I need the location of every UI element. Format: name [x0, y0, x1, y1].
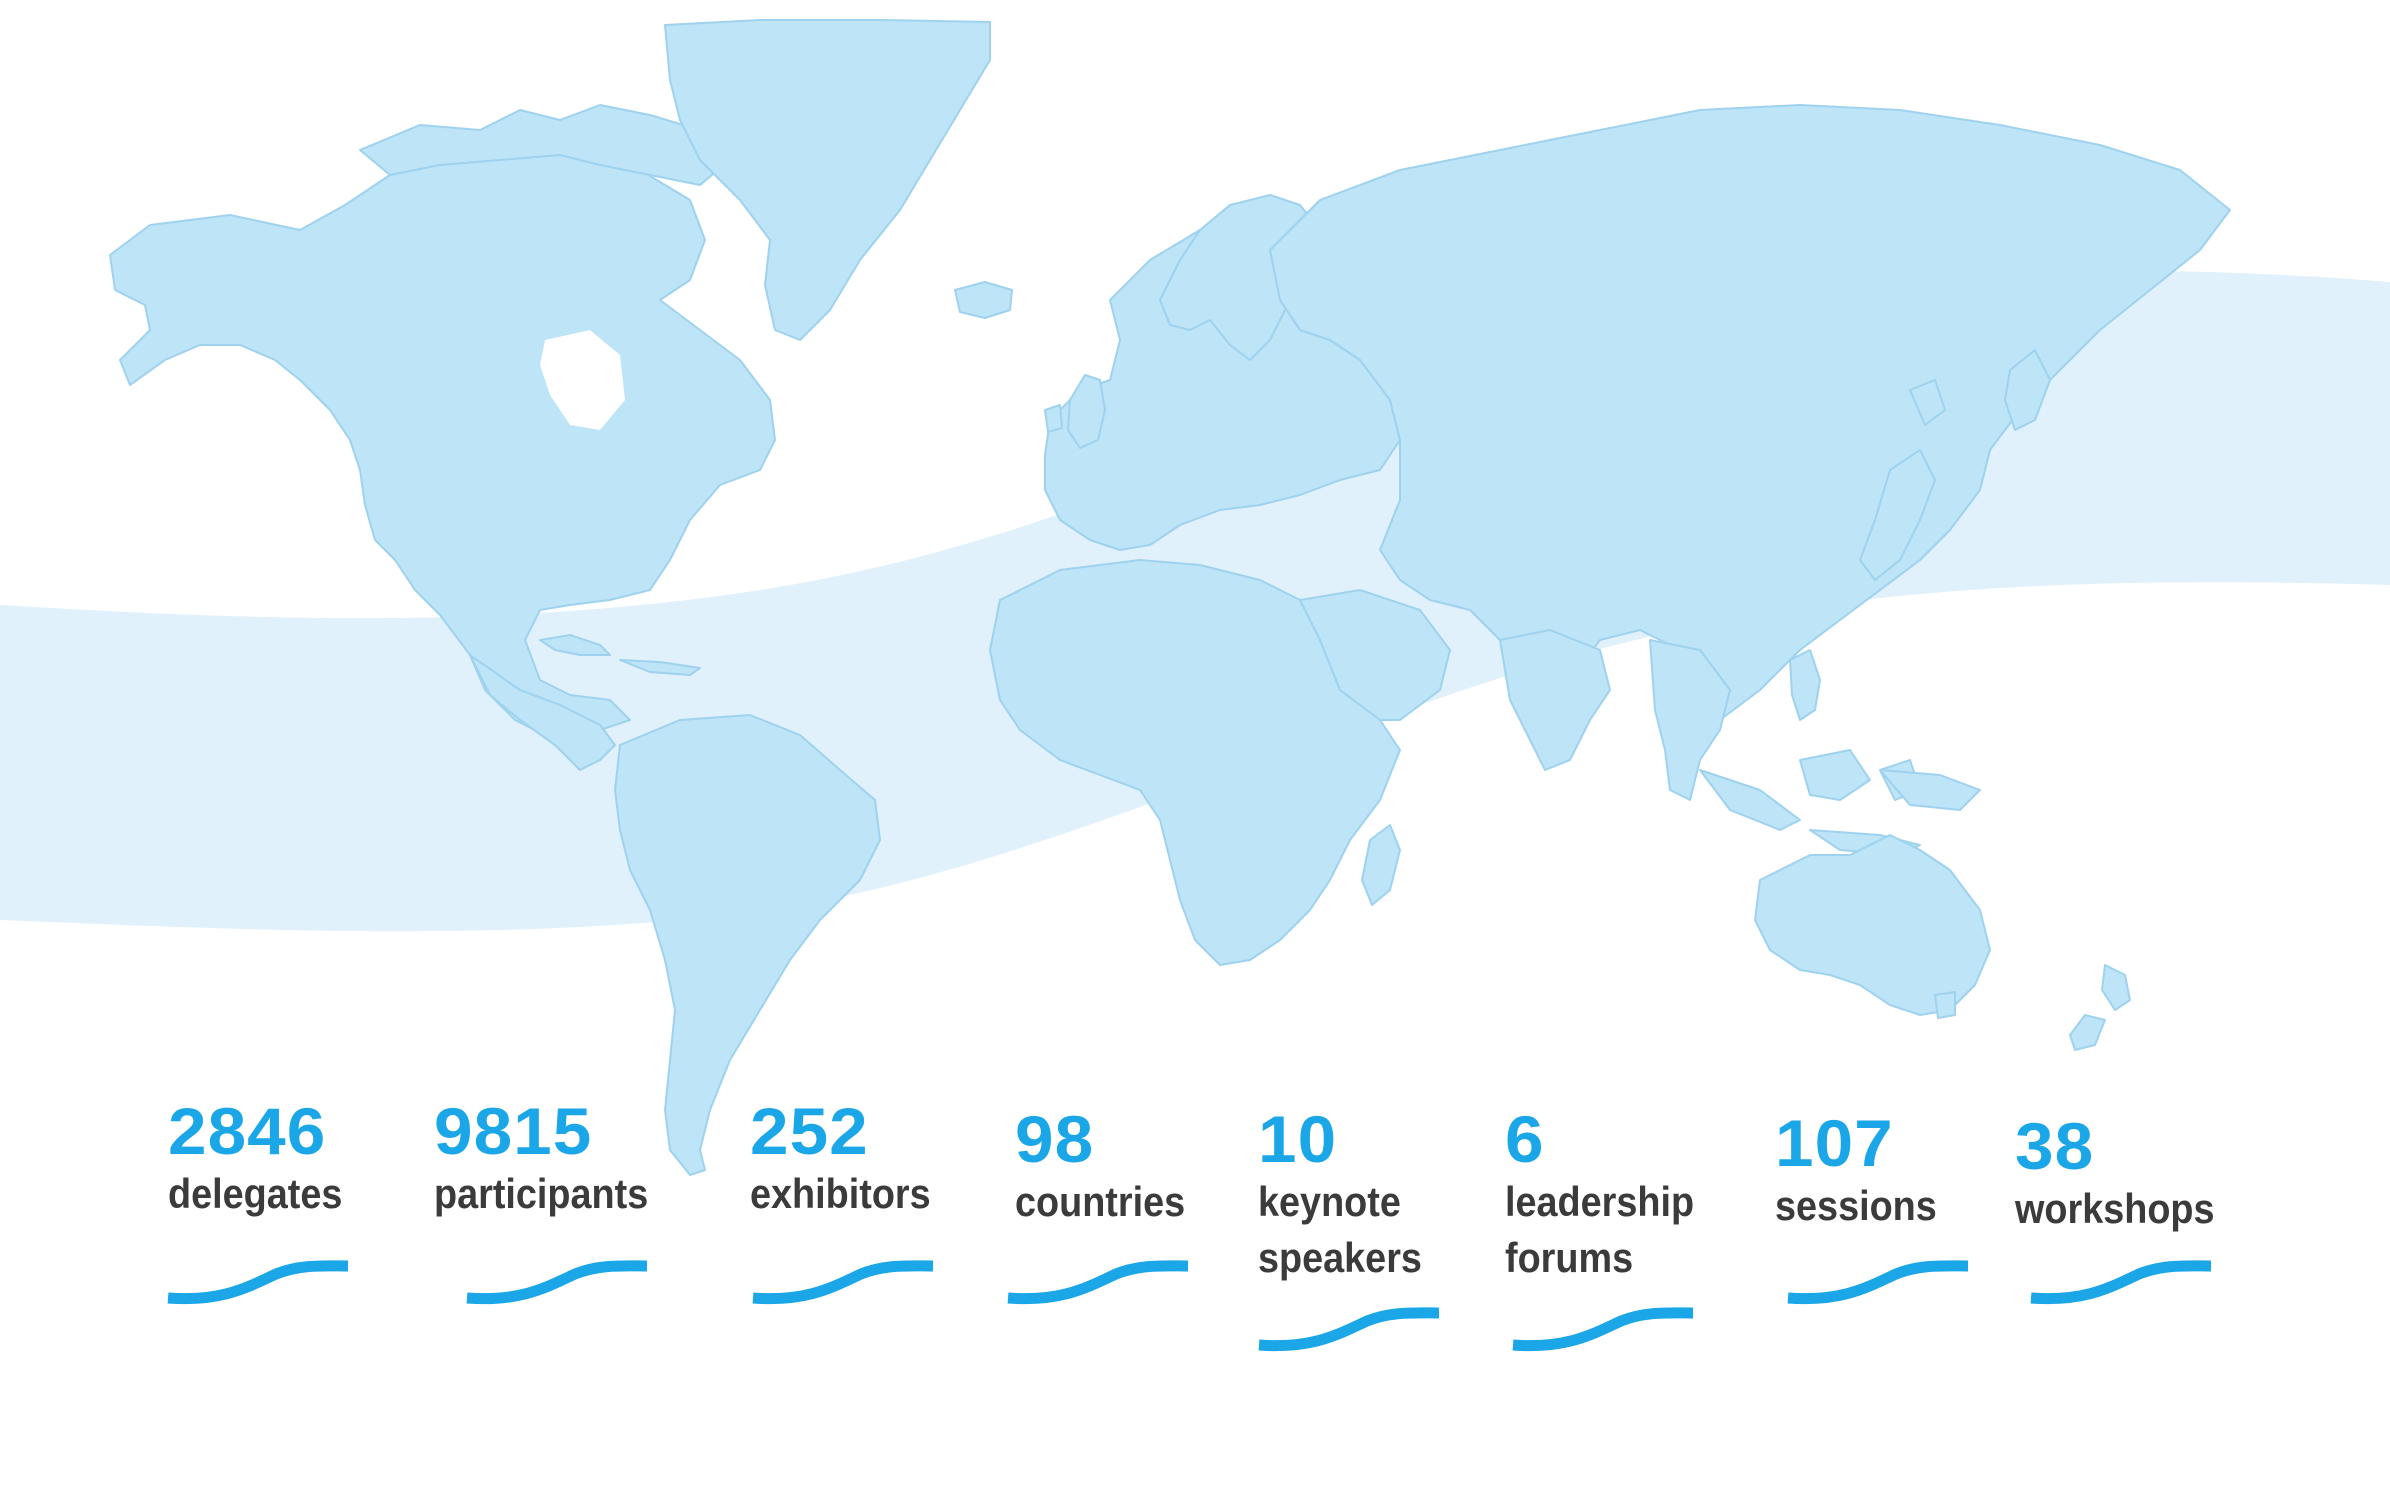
central-america: [469, 654, 616, 771]
hudson-bay: [540, 330, 625, 430]
stat-value: 10: [1258, 1102, 1338, 1176]
stat-label: workshops: [2015, 1185, 2215, 1232]
stat-label: leadership forums: [1505, 1178, 1695, 1281]
stat-exhibitors: 252 exhibitors: [750, 1098, 951, 1222]
stat-label: sessions: [1775, 1182, 1937, 1229]
swoosh-workshops: [2030, 1260, 2212, 1305]
india: [1499, 629, 1611, 771]
north-america-landmass: [109, 149, 776, 746]
new-zealand: [2069, 964, 2131, 1051]
stat-value: 6: [1505, 1102, 1545, 1176]
stat-countries: 98 countries: [1015, 1106, 1204, 1230]
swoosh-delegates: [167, 1260, 349, 1305]
swoosh-leadership-forums: [1512, 1307, 1694, 1352]
stat-keynote-speakers: 10 keynote speakers: [1258, 1106, 1458, 1286]
indonesia: [1699, 749, 1921, 856]
iceland: [954, 281, 1013, 319]
southeast-asia: [1649, 639, 1731, 801]
stat-value: 9815: [434, 1094, 593, 1168]
stat-value: 2846: [168, 1094, 327, 1168]
swoosh-countries: [1007, 1260, 1189, 1305]
asia: [1269, 104, 2231, 721]
stat-label: participants: [434, 1170, 649, 1217]
stat-value: 38: [2015, 1109, 2095, 1183]
stat-label: keynote speakers: [1258, 1178, 1422, 1281]
stat-workshops: 38 workshops: [2015, 1113, 2237, 1237]
stat-participants: 9815 participants: [434, 1098, 672, 1222]
tasmania: [1934, 991, 1956, 1019]
stat-label: exhibitors: [750, 1170, 931, 1217]
south-america: [614, 714, 881, 1176]
stat-value: 107: [1775, 1106, 1894, 1180]
stat-value: 252: [750, 1094, 869, 1168]
stat-value: 98: [1015, 1102, 1095, 1176]
stat-leadership-forums: 6 leadership forums: [1505, 1106, 1735, 1286]
new-guinea: [1879, 769, 1981, 811]
japan: [1859, 379, 1946, 581]
stat-label: delegates: [168, 1170, 343, 1217]
australia: [1754, 834, 1991, 1016]
swoosh-sessions: [1787, 1260, 1969, 1305]
stat-delegates: 2846 delegates: [168, 1098, 362, 1222]
swoosh-exhibitors: [752, 1260, 934, 1305]
caribbean-islands: [539, 634, 701, 676]
africa: [989, 559, 1401, 966]
philippines: [1789, 649, 1821, 721]
sakhalin: [2004, 349, 2051, 431]
greenland: [664, 19, 991, 341]
madagascar: [1361, 824, 1401, 906]
swoosh-participants: [466, 1260, 648, 1305]
stat-label: countries: [1015, 1178, 1186, 1225]
british-isles: [1044, 374, 1106, 449]
swoosh-keynote-speakers: [1258, 1307, 1440, 1352]
stat-sessions: 107 sessions: [1775, 1110, 1955, 1234]
